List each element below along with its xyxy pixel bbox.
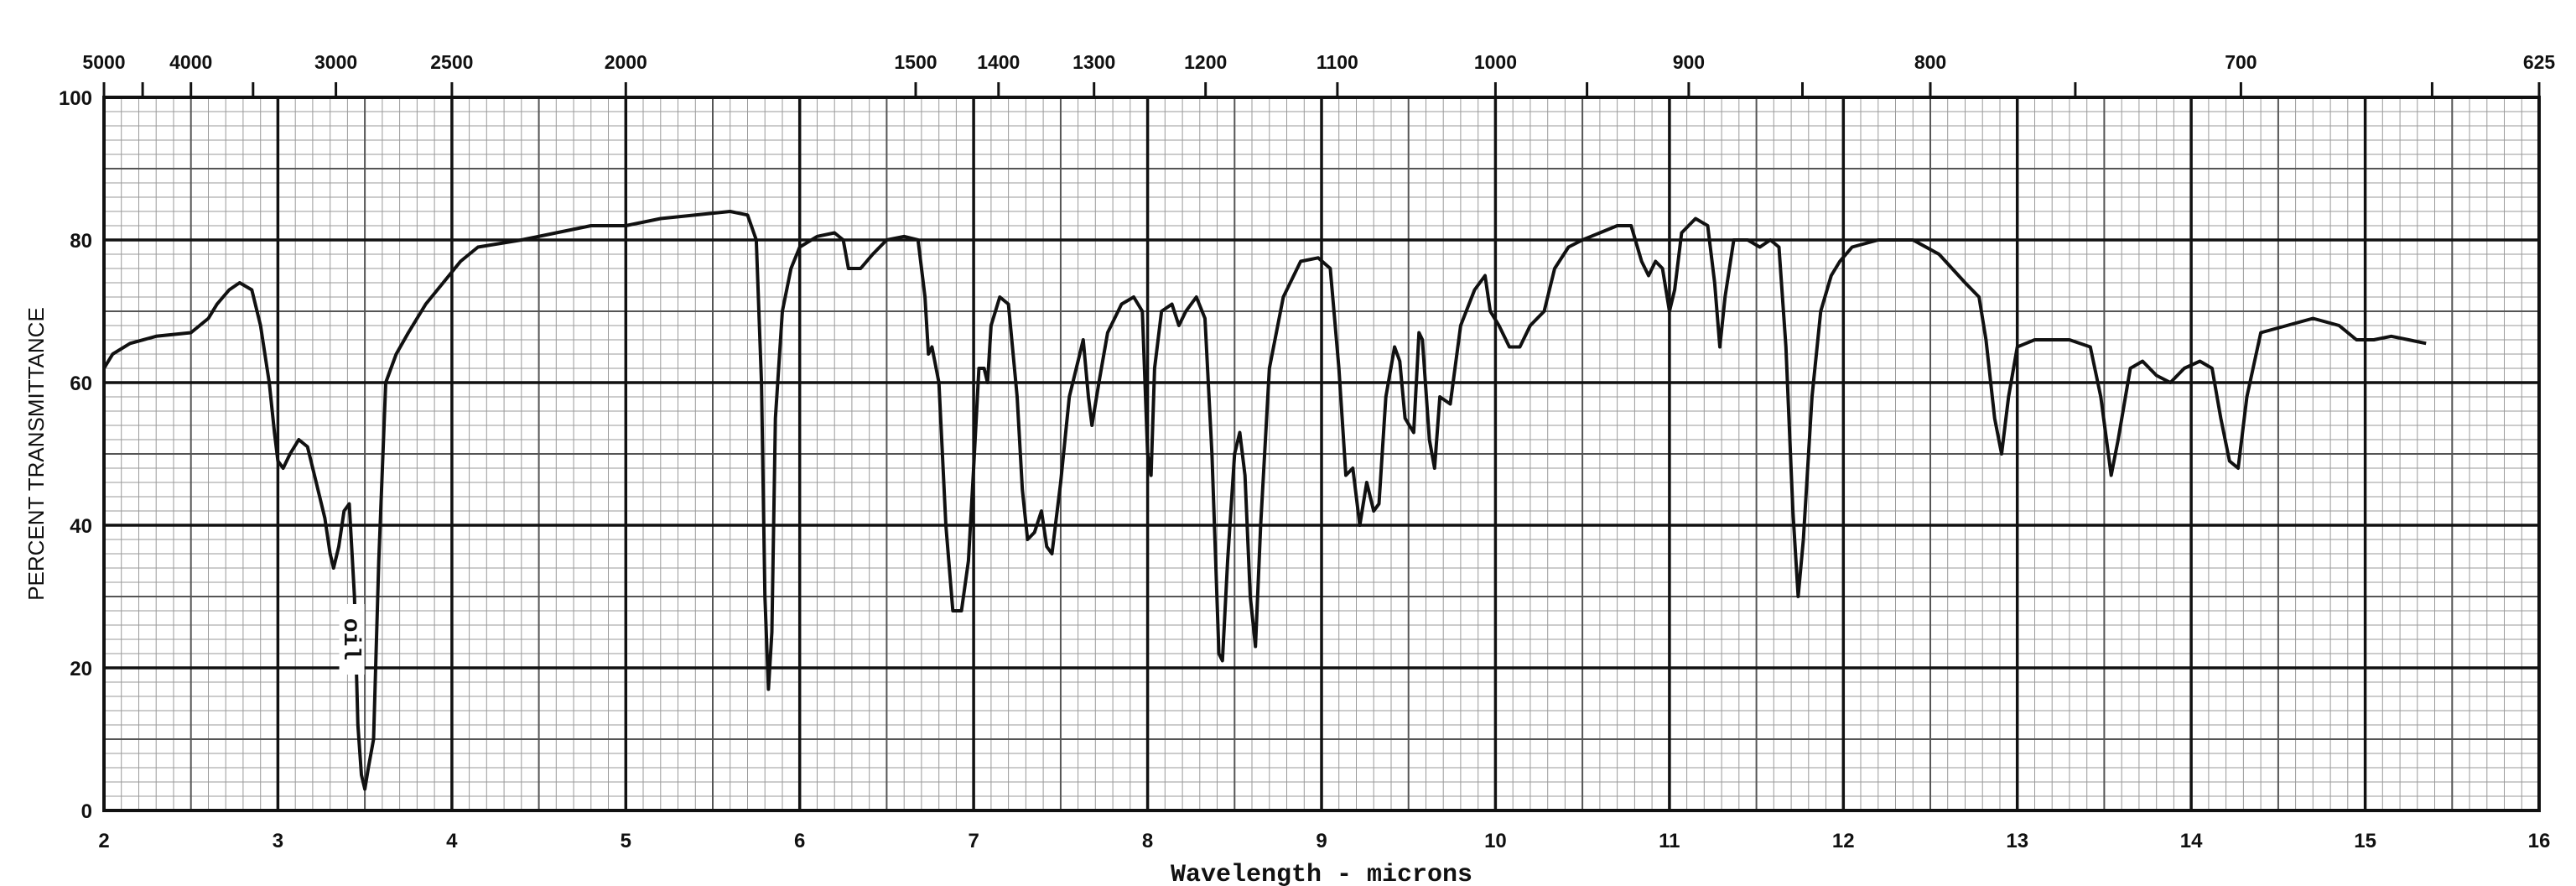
y-tick-label: 60 <box>70 373 92 395</box>
x-tick-label: 11 <box>1659 830 1680 852</box>
x-tick-label: 2 <box>98 830 109 852</box>
x-tick-label: 7 <box>968 830 979 852</box>
y-tick-label: 0 <box>81 800 92 823</box>
x-axis-tick-labels: 2 3 4 5 6 7 8 9 10 11 12 13 14 15 16 <box>98 830 2550 852</box>
top-axis-label: 5000 <box>82 51 125 73</box>
top-axis-label: 900 <box>1673 51 1705 73</box>
x-tick-label: 8 <box>1142 830 1153 852</box>
x-tick-label: 14 <box>2180 830 2203 852</box>
oil-annotation-label: oil <box>337 618 363 660</box>
top-axis-label: 1300 <box>1072 51 1115 73</box>
top-axis-label: 2000 <box>605 51 647 73</box>
x-tick-label: 3 <box>273 830 283 852</box>
y-tick-label: 80 <box>70 230 92 253</box>
top-axis-label: 800 <box>1914 51 1946 73</box>
spectrum-line <box>102 210 2427 791</box>
y-axis-title: PERCENT TRANSMITTANCE <box>23 307 49 601</box>
x-tick-label: 6 <box>794 830 805 852</box>
y-tick-label: 20 <box>70 658 92 680</box>
top-axis-wavenumber-labels: 5000 4000 3000 2500 2000 1500 1400 1300 1200 1100… <box>82 51 2555 73</box>
top-axis-label: 1400 <box>977 51 1020 73</box>
x-tick-label: 5 <box>621 830 631 852</box>
oil-annotation: oil <box>337 604 365 675</box>
top-axis-label: 2500 <box>430 51 473 73</box>
y-tick-label: 40 <box>70 515 92 538</box>
top-axis-label: 1000 <box>1474 51 1517 73</box>
x-tick-label: 4 <box>446 830 458 852</box>
oil-annotation-background <box>339 604 365 675</box>
top-axis-label: 1100 <box>1317 51 1358 73</box>
top-axis-label: 625 <box>2523 51 2556 73</box>
x-tick-label: 16 <box>2528 830 2551 852</box>
plot-frame <box>102 96 2541 812</box>
top-axis-label: 700 <box>2225 51 2257 73</box>
x-tick-label: 13 <box>2006 830 2028 852</box>
top-axis-label: 1200 <box>1184 51 1227 73</box>
y-tick-label: 100 <box>59 87 92 110</box>
x-tick-label: 12 <box>1832 830 1855 852</box>
x-tick-label: 10 <box>1484 830 1507 852</box>
x-tick-label: 9 <box>1316 830 1327 852</box>
top-axis-ticks <box>102 82 2541 97</box>
x-axis-title: Wavelength - microns <box>1171 861 1472 886</box>
x-tick-label: 15 <box>2354 830 2376 852</box>
top-axis-label: 1500 <box>894 51 937 73</box>
top-axis-label: 3000 <box>314 51 357 73</box>
y-axis-tick-labels: 0 20 40 60 80 100 <box>59 87 92 823</box>
top-axis-label: 4000 <box>169 51 212 73</box>
